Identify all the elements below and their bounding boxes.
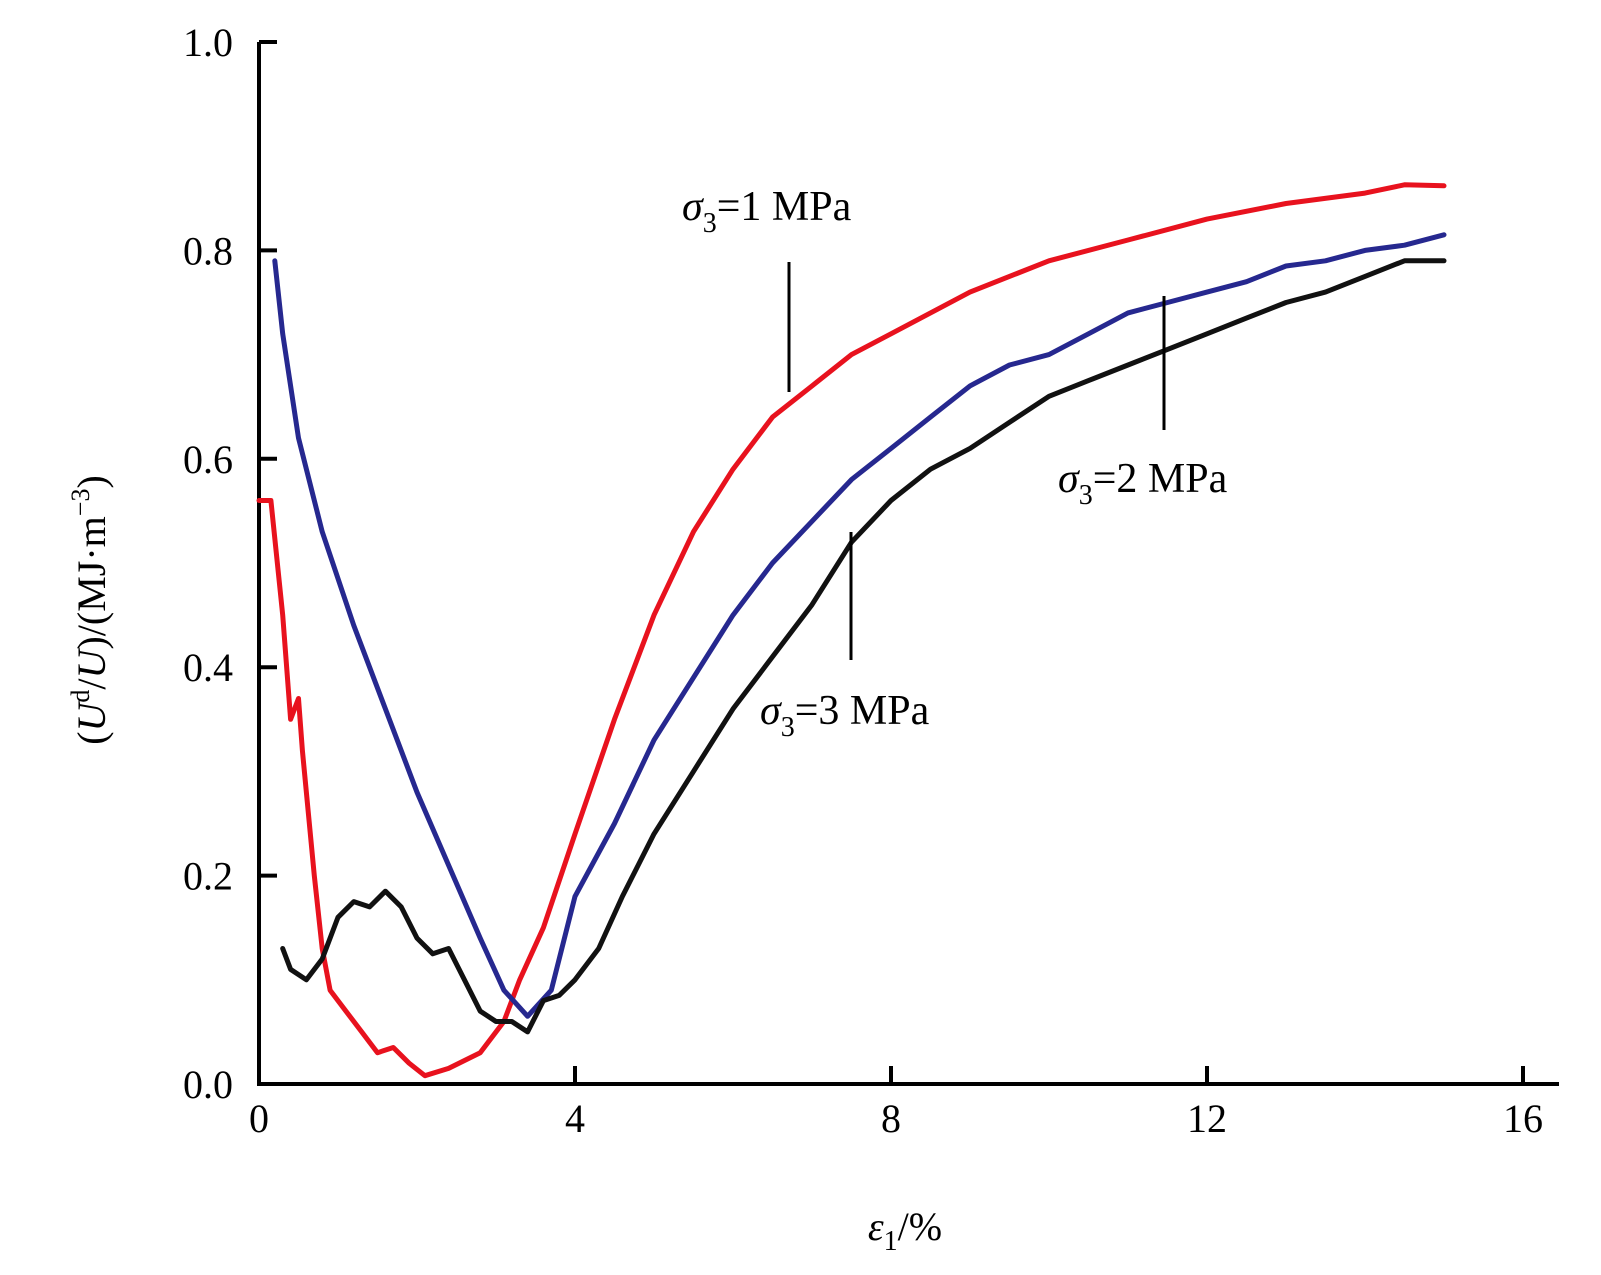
series-line-1 xyxy=(256,182,1447,1079)
series-line-3 xyxy=(280,258,1447,1035)
annotations: σ3=1 MPa σ3=2 MPa σ3=3 MPa xyxy=(682,184,1228,743)
x-tick-label: 12 xyxy=(1187,1096,1227,1141)
annotation-label-3: σ3=3 MPa xyxy=(760,688,930,743)
annotation-label-1: σ3=1 MPa xyxy=(682,184,852,239)
y-tick-label: 0.2 xyxy=(183,854,233,899)
x-tick-label: 4 xyxy=(565,1096,585,1141)
tick-labels: 0 4 8 12 16 0.0 0.2 0.4 0.6 0.8 1.0 xyxy=(183,20,1543,1141)
y-tick-label: 0.0 xyxy=(183,1062,233,1107)
y-tick-label: 1.0 xyxy=(183,20,233,65)
ticks xyxy=(259,40,1525,1084)
x-tick-label: 0 xyxy=(249,1096,269,1141)
axes xyxy=(257,42,1559,1086)
y-tick-label: 0.6 xyxy=(183,437,233,482)
y-tick-label: 0.4 xyxy=(183,645,233,690)
series-line-2 xyxy=(272,232,1447,1019)
x-tick-label: 16 xyxy=(1503,1096,1543,1141)
x-tick-label: 8 xyxy=(881,1096,901,1141)
annotation-label-2: σ3=2 MPa xyxy=(1058,456,1228,511)
y-axis-title: (Ud/U)/(MJ·m−3) xyxy=(66,475,114,745)
series-lines xyxy=(256,182,1447,1079)
x-axis-title: ε1/% xyxy=(868,1204,942,1257)
y-tick-label: 0.8 xyxy=(183,228,233,273)
